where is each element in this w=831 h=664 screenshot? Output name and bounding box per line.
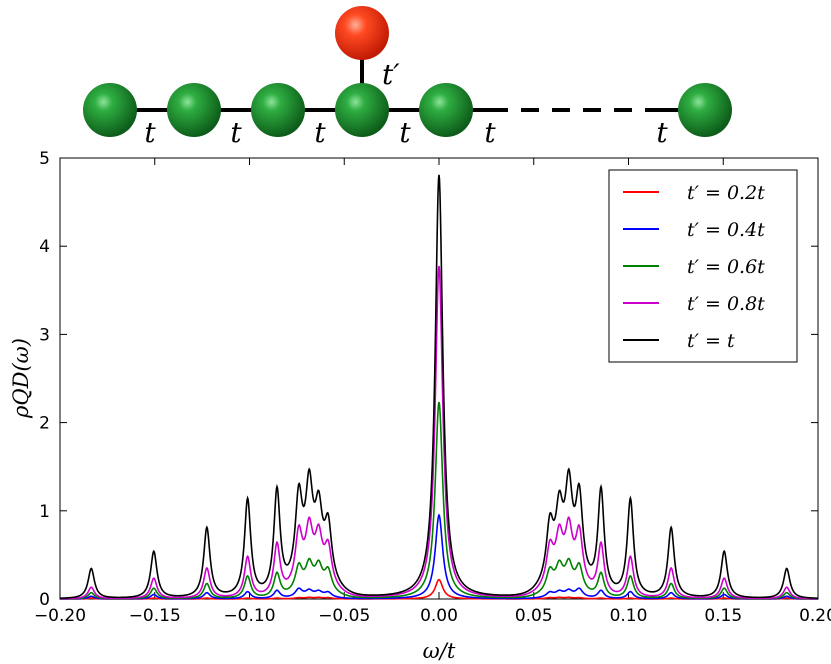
x-tick-label: 0.00	[420, 606, 458, 626]
hopping-label: t	[230, 116, 242, 149]
legend-label: t′ = 0.8t	[687, 293, 765, 315]
x-tick-label: −0.05	[318, 606, 370, 626]
y-tick-label: 2	[39, 414, 50, 434]
chain-site	[251, 83, 305, 137]
series-line	[60, 513, 818, 600]
hopping-label: t	[484, 116, 496, 149]
x-tick-labels: −0.20 −0.15 −0.10 −0.05 0.00 0.05 0.10 0.15 0.20	[34, 606, 831, 626]
y-tick-label: 4	[39, 237, 50, 257]
hopping-label: t	[656, 116, 668, 149]
lattice-diagram: t t t t t t t′	[83, 6, 732, 149]
legend-label: t′ = 0.2t	[687, 182, 765, 204]
plot-area: t′ = 0.2t t′ = 0.4t t′ = 0.6t t′ = 0.8t t′ =…	[9, 149, 831, 663]
chain-site	[167, 83, 221, 137]
legend-label: t′ = t	[687, 330, 735, 352]
curves	[59, 174, 819, 600]
hopping-label: t	[314, 116, 326, 149]
y-axis-label: ρQD(ω)	[9, 338, 33, 419]
chain-site	[678, 83, 732, 137]
y-tick-label: 3	[39, 325, 50, 345]
x-tick-label: 0.05	[515, 606, 553, 626]
y-tick-label: 1	[39, 502, 50, 522]
x-tick-label: 0.10	[610, 606, 648, 626]
x-tick-label: 0.15	[704, 606, 742, 626]
y-tick-label: 0	[39, 590, 50, 610]
chain-site	[335, 83, 389, 137]
chain-site	[83, 83, 137, 137]
y-tick-label: 5	[39, 149, 50, 169]
dot-hopping-label: t′	[382, 58, 400, 91]
legend: t′ = 0.2t t′ = 0.4t t′ = 0.6t t′ = 0.8t t′ =…	[608, 169, 798, 363]
hopping-label: t	[144, 116, 156, 149]
y-tick-labels: 0 1 2 3 4 5	[39, 149, 50, 610]
x-tick-label: 0.20	[799, 606, 831, 626]
x-tick-label: −0.15	[129, 606, 181, 626]
chain-site	[419, 83, 473, 137]
quantum-dot-site	[335, 6, 389, 60]
legend-label: t′ = 0.6t	[687, 256, 765, 278]
legend-label: t′ = 0.4t	[687, 219, 765, 241]
y-axis-label-group: ρQD(ω)	[9, 338, 33, 419]
x-tick-label: −0.20	[34, 606, 86, 626]
series-line	[59, 265, 819, 600]
hopping-label: t	[399, 116, 411, 149]
series-line	[59, 174, 819, 600]
x-axis-label: ω/t	[423, 639, 456, 663]
x-tick-label: −0.10	[223, 606, 275, 626]
series-line	[59, 401, 819, 600]
